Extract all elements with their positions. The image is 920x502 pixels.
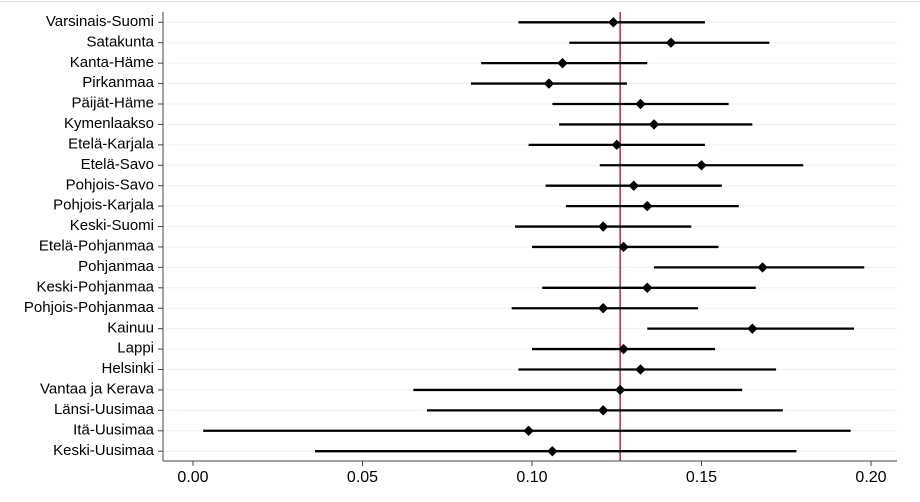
svg-text:0.15: 0.15 bbox=[686, 469, 717, 486]
svg-text:Keski-Uusimaa: Keski-Uusimaa bbox=[53, 442, 155, 459]
svg-text:Helsinki: Helsinki bbox=[101, 360, 154, 377]
svg-text:0.05: 0.05 bbox=[347, 469, 378, 486]
svg-text:Länsi-Uusimaa: Länsi-Uusimaa bbox=[54, 401, 155, 418]
svg-text:0.20: 0.20 bbox=[855, 469, 886, 486]
svg-text:Satakunta: Satakunta bbox=[86, 33, 154, 50]
svg-text:Keski-Pohjanmaa: Keski-Pohjanmaa bbox=[36, 278, 154, 295]
svg-text:Etelä-Pohjanmaa: Etelä-Pohjanmaa bbox=[39, 238, 155, 255]
svg-text:0.10: 0.10 bbox=[516, 469, 547, 486]
svg-text:Lappi: Lappi bbox=[117, 340, 154, 357]
svg-text:Kymenlaakso: Kymenlaakso bbox=[64, 115, 154, 132]
svg-text:Pirkanmaa: Pirkanmaa bbox=[82, 74, 154, 91]
svg-text:Etelä-Karjala: Etelä-Karjala bbox=[68, 135, 155, 152]
svg-text:0.00: 0.00 bbox=[177, 469, 208, 486]
svg-text:Kainuu: Kainuu bbox=[107, 319, 154, 336]
svg-text:Vantaa ja Kerava: Vantaa ja Kerava bbox=[40, 381, 155, 398]
svg-text:Etelä-Savo: Etelä-Savo bbox=[81, 156, 154, 173]
svg-text:Pohjois-Savo: Pohjois-Savo bbox=[66, 176, 154, 193]
svg-text:Varsinais-Suomi: Varsinais-Suomi bbox=[46, 13, 154, 30]
svg-text:Pohjois-Pohjanmaa: Pohjois-Pohjanmaa bbox=[24, 299, 155, 316]
svg-text:Päijät-Häme: Päijät-Häme bbox=[71, 95, 154, 112]
svg-text:Itä-Uusimaa: Itä-Uusimaa bbox=[73, 421, 155, 438]
svg-text:Keski-Suomi: Keski-Suomi bbox=[70, 217, 154, 234]
svg-text:Pohjanmaa: Pohjanmaa bbox=[78, 258, 155, 275]
svg-text:Pohjois-Karjala: Pohjois-Karjala bbox=[53, 197, 155, 214]
svg-text:Kanta-Häme: Kanta-Häme bbox=[70, 54, 154, 71]
